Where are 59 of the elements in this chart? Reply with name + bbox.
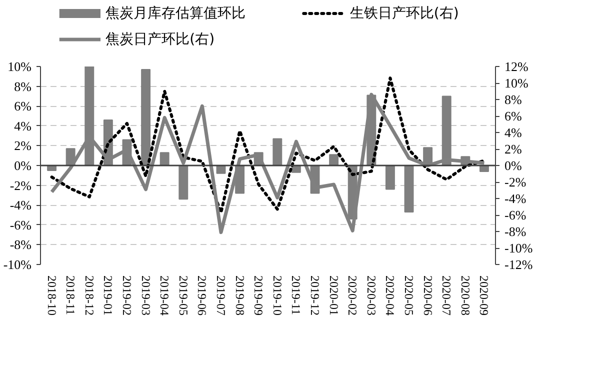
y-tick-label: 6% [14,98,32,114]
bar [178,165,188,200]
x-tick-label: 2018-10 [44,276,59,316]
x-tick-label: 2019-12 [308,276,322,316]
legend-label: 生铁日产环比(右) [350,6,459,22]
y2-tick-label: -4% [504,191,526,206]
bar [272,138,282,166]
x-tick-label: 2020-06 [420,276,435,316]
x-tick-label: 2019-07 [214,276,228,316]
y2-tick-label: -10% [504,240,533,256]
y2-tick-label: 4% [504,125,522,140]
y-tick-label: 10% [8,59,32,74]
legend-label: 焦炭月库存估算值环比 [106,6,246,22]
bar [160,152,170,166]
y-tick-label: -10% [3,257,32,272]
y2-tick-label: -6% [504,208,526,222]
y2-tick-label: 0% [504,158,522,173]
y-tick-label: 8% [14,78,32,94]
y-tick-label: -6% [10,217,32,232]
y2-tick-label: 2% [504,142,522,156]
x-tick-label: 2020-04 [383,276,398,316]
x-tick-label: 2019-02 [120,276,134,316]
x-tick-label: 2018-12 [82,276,96,316]
x-tick-label: 2019-04 [158,276,172,316]
x-tick-label: 2020-01 [326,276,341,316]
y-tick-label: 4% [14,118,32,134]
x-tick-label: 2019-08 [232,276,247,316]
x-tick-label: 2019-10 [270,276,284,316]
y2-tick-label: -8% [504,224,526,239]
x-tick-label: 2020-05 [402,276,416,316]
bar [404,165,414,213]
y2-tick-label: 6% [504,108,522,124]
legend-label: 焦炭日产环比(右) [106,32,215,48]
bar [442,96,452,166]
x-tick-label: 2020-09 [477,276,492,316]
line-series [50,76,486,214]
y-tick-label: -2% [10,178,32,193]
bar [329,154,339,166]
x-tick-label: 2019-03 [138,276,153,316]
bar [385,165,395,190]
y2-tick-label: -2% [504,174,526,190]
y2-tick-label: -12% [504,257,533,272]
y-tick-label: -4% [10,198,32,213]
x-tick-label: 2019-05 [176,276,190,316]
x-tick-label: 2018-11 [64,276,78,316]
y-tick-label: 0% [14,158,32,173]
y2-tick-label: 12% [504,59,528,74]
x-tick-label: 2019-01 [101,276,116,316]
x-tick-label: 2020-03 [364,276,378,316]
y2-tick-label: 8% [504,92,522,107]
x-tick-label: 2019-06 [195,276,210,316]
y-tick-label: -8% [10,237,32,252]
y2-tick-label: 10% [504,76,528,90]
y-tick-label: 2% [14,138,32,154]
x-tick-label: 2020-02 [346,276,360,316]
x-tick-label: 2019-09 [252,276,266,316]
x-tick-label: 2019-11 [289,276,304,316]
x-tick-label: 2020-08 [458,276,472,316]
x-tick-label: 2020-07 [440,276,454,316]
